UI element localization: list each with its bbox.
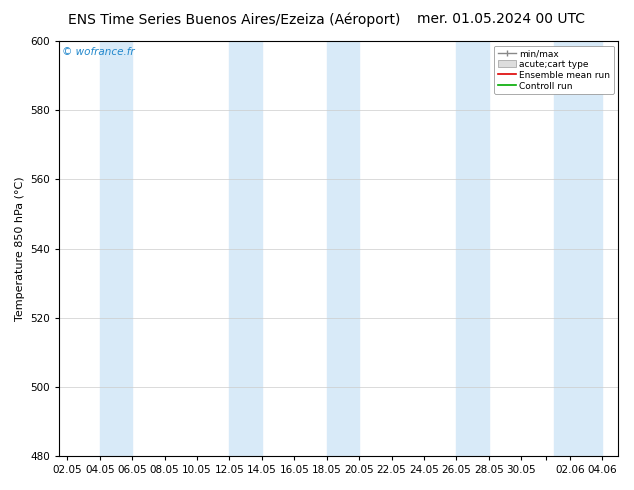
Bar [230, 41, 262, 456]
Bar [456, 41, 489, 456]
Bar [553, 41, 602, 456]
Bar [327, 41, 359, 456]
Legend: min/max, acute;cart type, Ensemble mean run, Controll run: min/max, acute;cart type, Ensemble mean … [494, 46, 614, 94]
Y-axis label: Temperature 850 hPa (°C): Temperature 850 hPa (°C) [15, 176, 25, 321]
Text: © wofrance.fr: © wofrance.fr [62, 47, 135, 57]
Text: ENS Time Series Buenos Aires/Ezeiza (Aéroport): ENS Time Series Buenos Aires/Ezeiza (Aér… [68, 12, 401, 27]
Bar [100, 41, 133, 456]
Text: mer. 01.05.2024 00 UTC: mer. 01.05.2024 00 UTC [417, 12, 585, 26]
